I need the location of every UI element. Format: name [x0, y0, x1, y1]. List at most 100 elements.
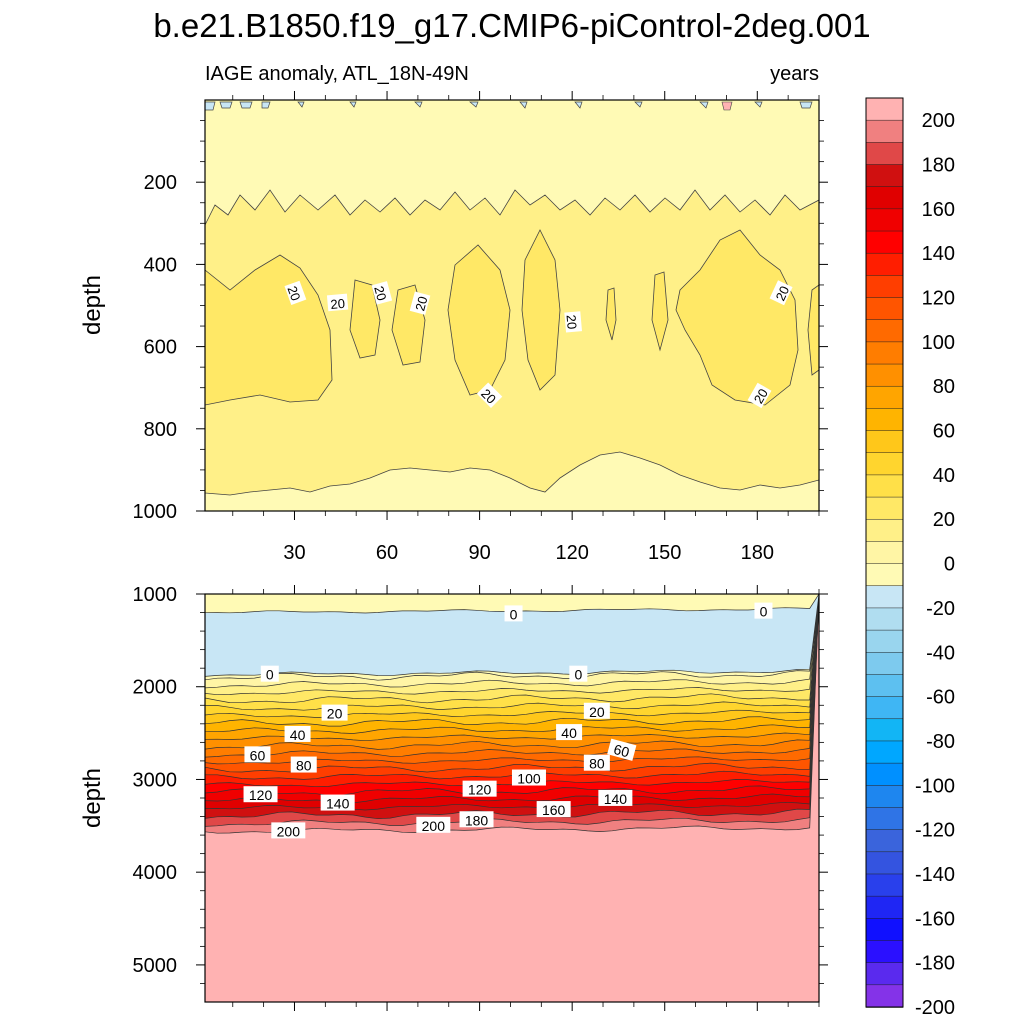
colorbar-label: 200: [922, 110, 955, 132]
contour-label: 0: [504, 605, 523, 622]
x-tick-label: 120: [555, 542, 588, 564]
colorbar-swatch: [865, 984, 904, 1008]
colorbar-swatch: [865, 674, 904, 698]
contour-label-box: [243, 786, 278, 803]
colorbar-swatch: [865, 230, 904, 254]
contour-label: 0: [569, 665, 588, 683]
contour-label: 80: [290, 756, 317, 774]
contour-label-box: [607, 738, 637, 761]
x-tick-label: 150: [648, 542, 681, 564]
y-tick-label: 2000: [133, 677, 178, 699]
colorbar-swatch: [865, 607, 904, 631]
colorbar-swatch: [865, 740, 904, 764]
colorbar-label: -100: [915, 775, 955, 797]
colorbar-label: -160: [915, 908, 955, 930]
colorbar-label: -80: [926, 731, 955, 753]
contour-label: 60: [607, 738, 637, 761]
colorbar-swatch: [865, 696, 904, 720]
colorbar-swatch: [865, 718, 904, 742]
top-max-7: [651, 271, 669, 352]
contour-label: 60: [244, 746, 271, 763]
colorbar-label: 80: [933, 376, 955, 398]
contour-label: 20: [583, 702, 610, 720]
contour-label: 200: [271, 822, 306, 839]
contour-label-box: [564, 311, 583, 333]
y-tick-label: 1000: [133, 584, 178, 606]
colorbar-swatch: [865, 430, 904, 454]
colorbar-swatch: [865, 873, 904, 897]
top-contours: [205, 100, 819, 511]
colorbar-label: 0: [944, 554, 955, 576]
contour-label-text: 120: [249, 787, 273, 803]
top-max-5: [521, 229, 561, 391]
colorbar-swatch: [865, 452, 904, 476]
y-tick-label: 4000: [133, 862, 178, 884]
contour-label: 160: [536, 801, 571, 818]
contour-label-box: [504, 605, 523, 622]
colorbar-label: -200: [915, 997, 955, 1019]
y-tick-label: 200: [144, 172, 177, 194]
contour-label-box: [462, 780, 497, 797]
colorbar-swatch: [865, 829, 904, 853]
colorbar-swatch: [865, 297, 904, 321]
colorbar-swatch: [865, 541, 904, 565]
colorbar-swatch: [865, 962, 904, 986]
contour-label-text: 0: [760, 604, 768, 620]
colorbar-swatch: [865, 496, 904, 520]
contour-label: 20: [476, 382, 503, 408]
contour-label: 20: [769, 280, 793, 306]
y-tick-label: 600: [144, 337, 177, 359]
contour-label-text: 160: [542, 802, 566, 818]
contour-label-text: 20: [564, 314, 580, 330]
contour-label-text: 200: [422, 818, 446, 834]
contour-label-text: 140: [604, 791, 628, 807]
colorbar-swatch: [865, 142, 904, 166]
left-subtitle: IAGE anomaly, ATL_18N-49N: [205, 63, 469, 85]
colorbar-swatch: [865, 319, 904, 343]
contour-label-box: [598, 789, 633, 806]
colorbar-swatch: [865, 97, 904, 121]
contour-label: 20: [747, 382, 772, 409]
contour-label-box: [284, 280, 307, 305]
contour-label-text: 0: [510, 606, 518, 622]
contour-label-text: 180: [465, 812, 489, 828]
colorbar-label: 20: [933, 509, 955, 531]
colorbar-swatch: [865, 762, 904, 787]
colorbar-swatch: [865, 341, 904, 365]
colorbar-label: -120: [915, 820, 955, 842]
contour-label: 0: [754, 602, 773, 620]
contour-label-box: [260, 665, 279, 682]
top-negative-blobs: [205, 101, 813, 111]
contour-label-text: 20: [751, 386, 771, 406]
colorbar-label: -20: [926, 598, 955, 620]
contour-label-box: [284, 725, 311, 742]
colorbar-swatch: [865, 652, 904, 676]
contour-label-box: [754, 602, 773, 619]
contour-label-text: 20: [371, 284, 389, 302]
colorbar-swatch: [865, 851, 904, 875]
top-y-label: depth: [79, 275, 106, 335]
contour-label-box: [747, 382, 772, 409]
colorbar-swatch: [865, 918, 904, 942]
bottom-contours: [205, 594, 819, 1002]
right-subtitle: years: [770, 63, 819, 85]
top-panel: 200 400 600 800 1000 30 60 90 120 150 180 depth 2…: [79, 91, 828, 564]
colorbar-swatch: [865, 275, 904, 299]
colorbar-swatch: [865, 563, 904, 587]
colorbar-swatch: [865, 807, 904, 831]
colorbar-label: 140: [922, 243, 955, 265]
contour-label-text: 140: [326, 796, 350, 812]
contour-label-text: 20: [773, 284, 793, 303]
contour-label-box: [583, 702, 610, 719]
contour-label: 180: [459, 811, 494, 828]
contour-label-box: [536, 801, 571, 818]
contour-label-text: 0: [266, 667, 274, 683]
top-max-4: [447, 244, 511, 396]
contour-label-text: 20: [327, 706, 343, 722]
contour-label-text: 200: [277, 823, 301, 839]
colorbar-swatch: [865, 629, 904, 654]
bottom-contour-labels: 0 0 0 0 20 20 40 40 60 60 80 80 100 120 120 140 140 160 18…: [243, 602, 773, 839]
colorbar-frame: [865, 97, 904, 1008]
